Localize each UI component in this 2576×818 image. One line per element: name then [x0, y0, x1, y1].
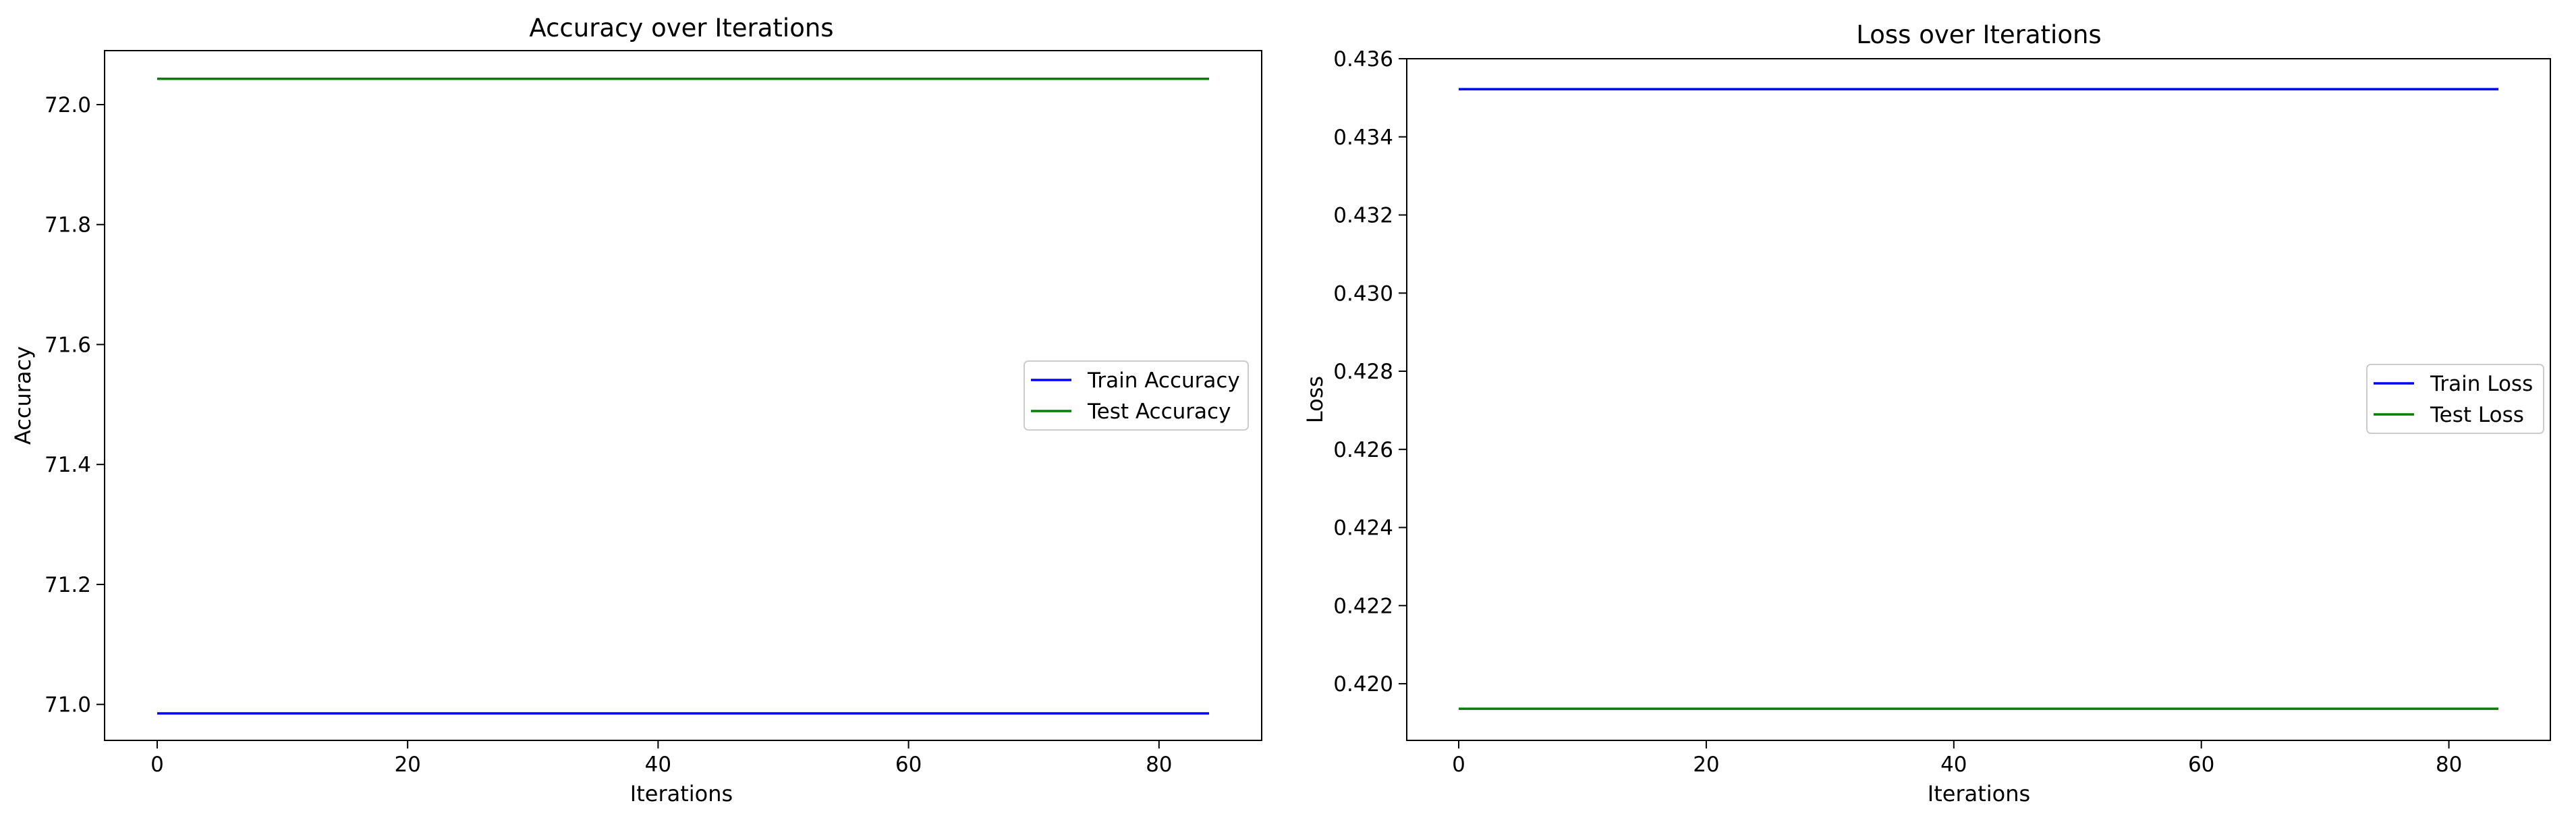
legend-label: Test Accuracy	[1087, 400, 1231, 424]
x-tick-label: 40	[1940, 753, 1967, 777]
legend: Train Accuracy Test Accuracy	[1024, 360, 1249, 431]
x-axis: 0 20 40 60 80	[150, 740, 1173, 777]
x-tick-label: 0	[1452, 753, 1465, 777]
y-tick-label: 71.4	[45, 453, 91, 477]
plot-area	[1459, 88, 2498, 710]
axes-frame	[104, 50, 1262, 741]
x-tick-label: 0	[150, 753, 164, 777]
accuracy-chart: Accuracy over Iterations 0 20 40 60 80 71.07…	[10, 13, 1262, 807]
x-tick-label: 60	[2188, 753, 2214, 777]
y-tick-label: 71.6	[45, 333, 91, 357]
y-tick-label: 0.420	[1333, 672, 1393, 697]
y-tick-label: 71.0	[45, 693, 91, 717]
legend-box	[2366, 364, 2544, 434]
chart-title: Loss over Iterations	[1856, 20, 2101, 49]
y-tick-label: 0.426	[1333, 438, 1393, 462]
x-axis-label: Iterations	[630, 781, 733, 807]
legend-label: Train Loss	[2430, 372, 2533, 396]
legend-label: Train Accuracy	[1087, 369, 1240, 393]
y-tick-label: 72.0	[45, 93, 91, 117]
y-axis: 0.420 0.422 0.424 0.426 0.428 0.430 0.432 0.434…	[1333, 47, 1407, 697]
y-tick-label: 0.436	[1333, 47, 1393, 72]
x-tick-label: 80	[1146, 753, 1172, 777]
y-axis-label: Loss	[1302, 376, 1328, 423]
y-tick-label: 0.428	[1333, 360, 1393, 384]
x-tick-label: 20	[1693, 753, 1719, 777]
x-tick-label: 20	[394, 753, 420, 777]
y-tick-label: 0.432	[1333, 204, 1393, 228]
y-axis-label: Accuracy	[10, 346, 36, 445]
x-tick-label: 80	[2436, 753, 2462, 777]
y-tick-label: 0.430	[1333, 281, 1393, 306]
y-tick-label: 71.2	[45, 573, 91, 597]
y-axis: 71.0 71.2 71.4 71.6 71.8 72.0	[45, 93, 105, 717]
legend: Train Loss Test Loss	[2366, 364, 2544, 434]
plot-area	[157, 78, 1209, 715]
legend-label: Test Loss	[2430, 403, 2524, 427]
y-tick-label: 71.8	[45, 213, 91, 238]
y-tick-label: 0.424	[1333, 516, 1393, 541]
x-axis-label: Iterations	[1928, 781, 2030, 807]
axes-frame	[1406, 58, 2551, 741]
x-tick-label: 60	[895, 753, 922, 777]
loss-chart: Loss over Iterations 0 20 40 60 80 0.4200.42…	[1302, 20, 2551, 807]
x-axis: 0 20 40 60 80	[1452, 740, 2462, 777]
x-tick-label: 40	[645, 753, 671, 777]
legend-box	[1024, 360, 1249, 431]
chart-title: Accuracy over Iterations	[529, 13, 833, 43]
y-tick-label: 0.434	[1333, 126, 1393, 150]
y-tick-label: 0.422	[1333, 594, 1393, 618]
